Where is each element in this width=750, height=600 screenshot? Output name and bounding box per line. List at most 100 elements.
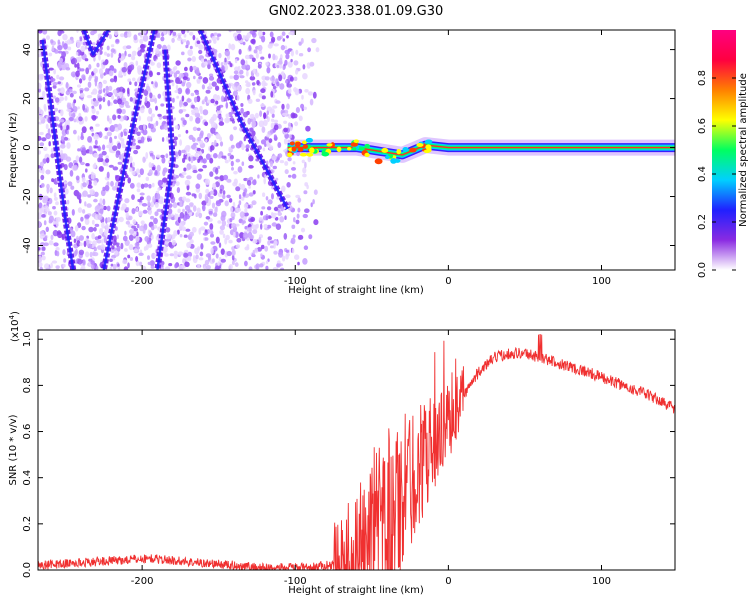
spectral-blob [423,149,431,154]
heatmap-cell [107,92,113,96]
heatmap-cell [297,234,304,240]
heatmap-cell [311,37,317,44]
heatmap-cell [112,145,118,152]
heatmap-cell [38,165,42,169]
heatmap-cell [216,33,222,37]
heatmap-cell [196,147,201,152]
heatmap-cell [120,206,125,211]
heatmap-cell [277,251,283,256]
heatmap-cell [235,244,241,249]
heatmap-cell [189,31,194,36]
heatmap-cell [103,229,108,236]
heatmap-cell [254,224,258,231]
heatmap-cell [254,138,260,145]
heatmap-cell [121,143,126,149]
heatmap-cell [179,139,183,146]
heatmap-cell [134,145,141,150]
heatmap-cell [206,59,212,65]
heatmap-cell [286,103,290,110]
heatmap-cell [249,75,256,81]
heatmap-cell [125,105,131,109]
heatmap-cell [263,119,268,127]
heatmap-cell [175,181,180,187]
heatmap-cell [77,135,80,141]
heatmap-cell [105,68,109,75]
heatmap-cell [77,207,83,213]
heatmap-cell [53,192,57,198]
snr-panel: -200 -100 0 100 0.0 0.2 0.4 0.6 0.8 1.0 Height o… [8,311,676,596]
heatmap-cell [127,53,132,58]
heatmap-cell [72,73,76,78]
heatmap-cell [211,81,217,87]
heatmap-cell [179,225,183,230]
heatmap-cell [271,36,276,43]
heatmap-cell [190,92,195,97]
heatmap-cell [273,43,279,47]
heatmap-cell [145,85,151,92]
heatmap-cell [76,41,81,48]
heatmap-cell [95,123,100,127]
heatmap-cell [76,116,79,123]
heatmap-cell [96,239,102,244]
heatmap-cell [53,68,56,75]
heatmap-cell [169,253,175,257]
heatmap-cell [273,134,277,139]
heatmap-cell [202,232,208,236]
heatmap-cell [87,81,92,88]
heatmap-cell [214,206,218,214]
heatmap-cell [235,207,242,212]
heatmap-cell [117,114,121,119]
heatmap-diagonal-1-core [41,39,75,270]
heatmap-cell [81,225,86,231]
heatmap-cell [198,168,204,172]
heatmap-cell [147,206,152,211]
heatmap-cell [97,157,102,163]
heatmap-cell [123,266,129,270]
heatmap-cell [279,83,285,90]
heatmap-cell [243,111,248,118]
heatmap-cell [265,260,269,264]
heatmap-cell [303,106,308,111]
heatmap-cell [39,142,45,147]
heatmap-cell [204,194,208,201]
heatmap-cell [182,258,186,264]
heatmap-cell [281,31,286,36]
heatmap-cell [59,57,64,63]
colorbar: 0.0 0.2 0.4 0.6 0.8 Normalized spectral ampl… [697,30,749,278]
heatmap-cell [66,199,70,205]
heatmap-cell [307,47,311,53]
heatmap-cell [193,96,198,103]
heatmap-cell [292,161,296,165]
heatmap-cell [154,201,159,208]
snr-y-tick-label: 0.0 [22,562,33,578]
heatmap-cell [237,166,243,173]
heatmap-cell [152,196,156,203]
heatmap-cell [260,244,265,250]
spectral-blob [309,147,315,154]
heatmap-cell [233,70,239,75]
heatmap-cell [82,103,85,111]
heatmap-cell [217,220,222,224]
heatmap-cell [228,264,233,270]
heatmap-cell [91,233,95,240]
heatmap-cell [277,123,281,129]
heatmap-cell [273,206,279,212]
heatmap-cell [127,262,130,269]
heatmap-cell [205,188,210,194]
heatmap-cell [248,266,253,270]
heatmap-cell [114,181,120,188]
heatmap-cell [224,200,229,207]
heatmap-cell [191,226,197,233]
heatmap-cell [310,202,313,208]
heatmap-cell [74,250,77,257]
heatmap-cell [268,138,273,144]
heatmap-cell [106,171,110,179]
heatmap-cell [208,76,215,81]
heatmap-cell [195,117,201,124]
heatmap-cell [52,85,57,89]
heatmap-cell [254,247,259,254]
heatmap-cell [54,97,60,103]
heatmap-cell [173,253,178,259]
heatmap-cell [67,181,73,187]
heatmap-cell [100,208,104,215]
